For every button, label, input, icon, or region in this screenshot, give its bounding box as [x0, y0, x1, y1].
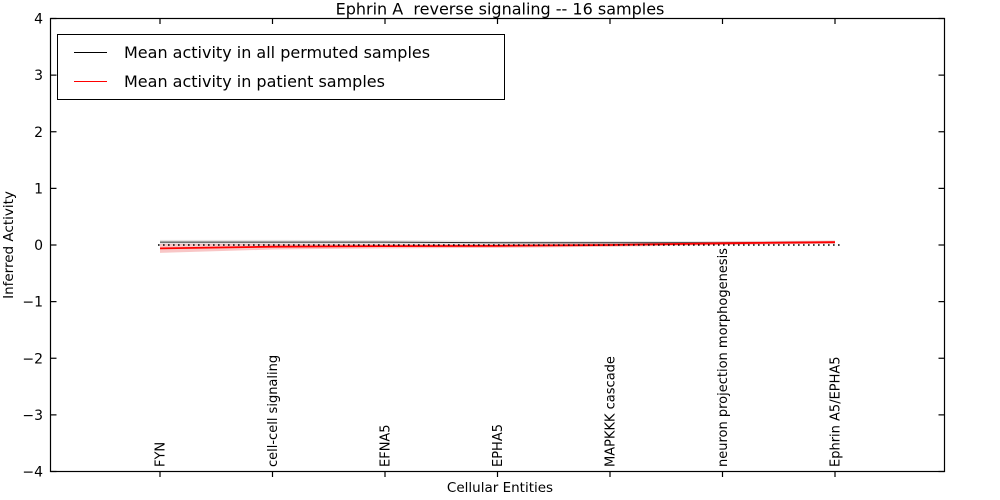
legend-item-patient: Mean activity in patient samples — [58, 67, 504, 96]
x-tick-label: EPHA5 — [491, 424, 506, 467]
x-tick-label: EFNA5 — [379, 424, 394, 467]
y-tick-label: 2 — [34, 125, 43, 141]
patient-mean-line — [159, 241, 836, 250]
legend-label-patient: Mean activity in patient samples — [124, 72, 385, 91]
legend: Mean activity in all permuted samples Me… — [57, 34, 505, 100]
legend-line-sample-permuted — [74, 52, 107, 53]
y-tick-label: 0 — [34, 238, 43, 254]
x-tick-label: MAPKKK cascade — [604, 356, 619, 467]
legend-item-permuted: Mean activity in all permuted samples — [58, 38, 504, 67]
y-tick-label: −4 — [22, 465, 43, 481]
chart-title: Ephrin A reverse signaling -- 16 samples — [335, 0, 665, 19]
legend-label-permuted: Mean activity in all permuted samples — [124, 43, 431, 62]
x-tick-label: FYN — [154, 442, 169, 467]
y-tick-label: 3 — [34, 68, 43, 84]
x-tick-label: Ephrin A5/EPHA5 — [829, 356, 844, 467]
x-tick-label: neuron projection morphogenesis — [716, 248, 731, 467]
legend-line-sample-patient — [74, 81, 107, 82]
y-tick-label: 4 — [34, 12, 43, 28]
y-tick-label: −1 — [22, 295, 43, 311]
x-tick-label: cell-cell signaling — [266, 355, 281, 467]
y-tick-label: −3 — [22, 408, 43, 424]
y-tick-label: −2 — [22, 351, 43, 367]
y-tick-label: 1 — [34, 181, 43, 197]
y-axis-label: Inferred Activity — [1, 191, 17, 299]
x-axis-label: Cellular Entities — [446, 480, 554, 496]
